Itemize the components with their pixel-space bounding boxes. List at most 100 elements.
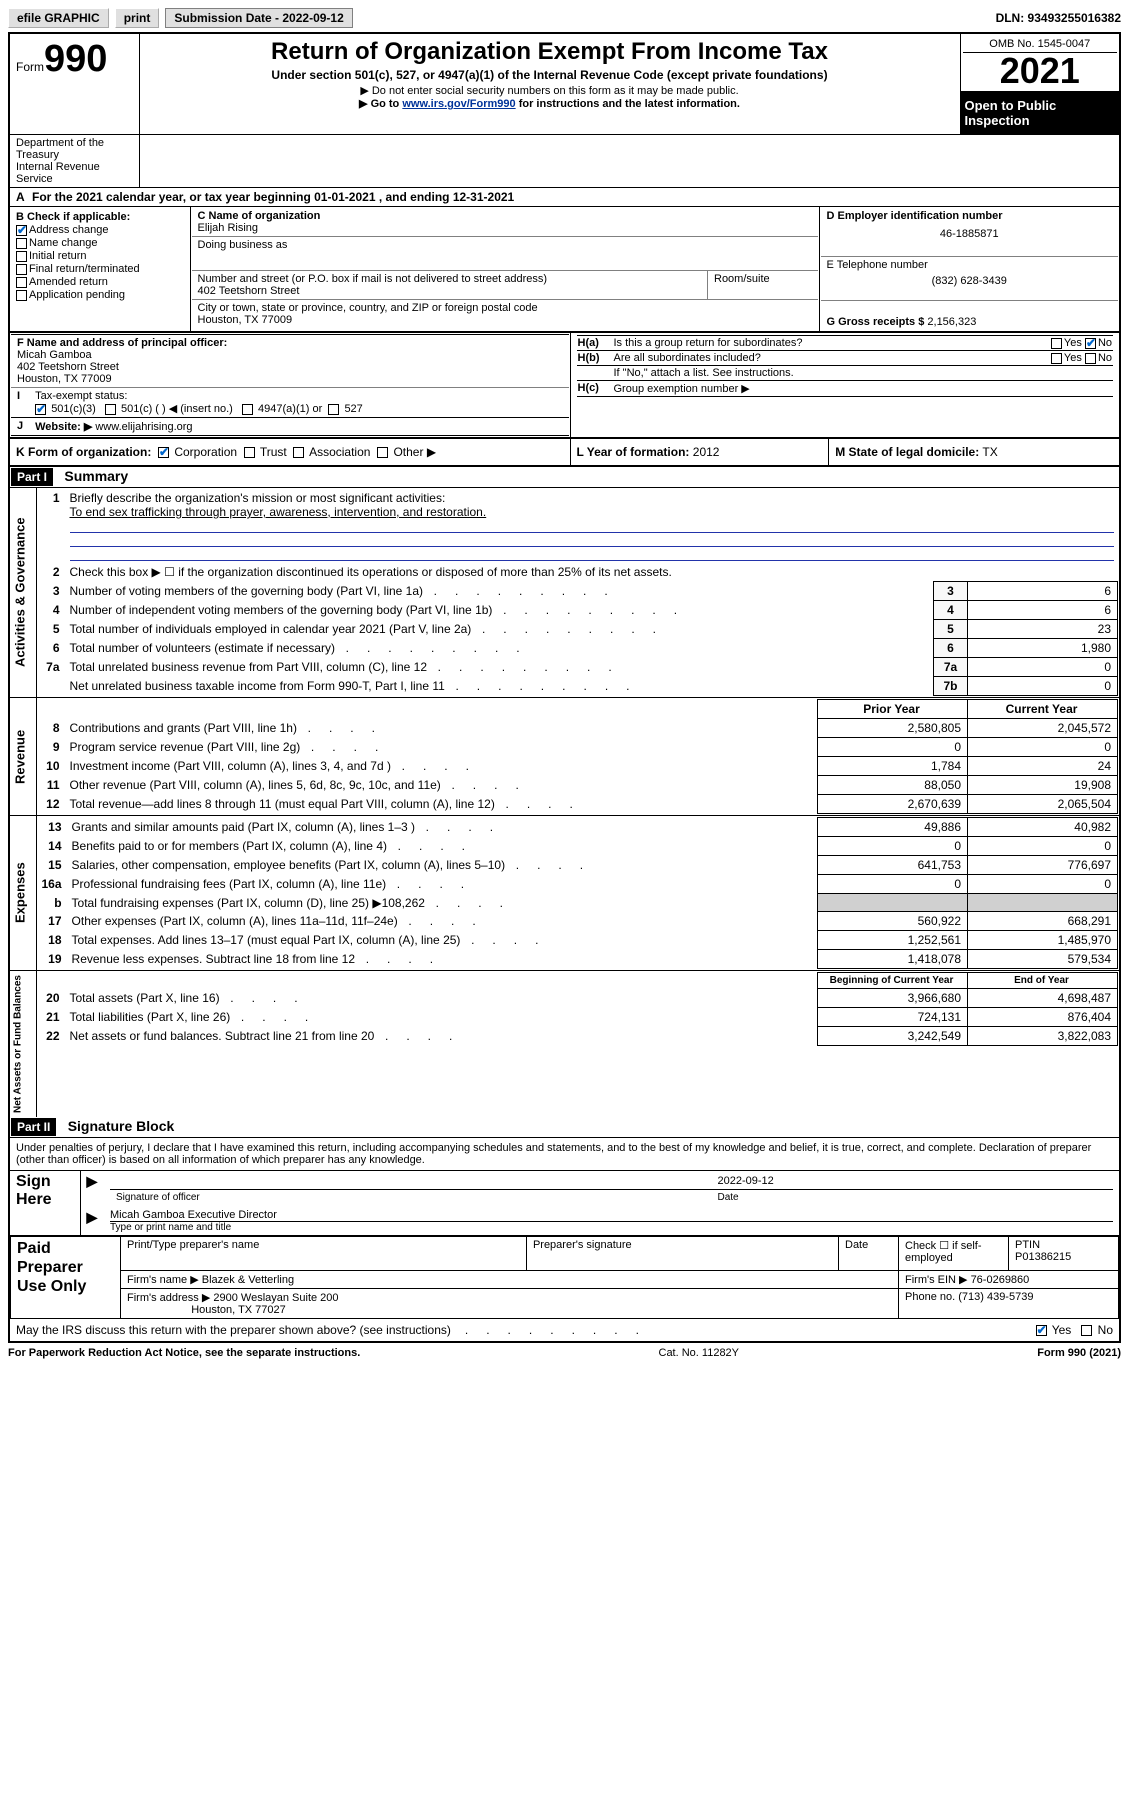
f-hdr: F Name and address of principal officer: <box>17 337 563 349</box>
hb-no[interactable] <box>1085 353 1096 364</box>
table-row: 7aTotal unrelated business revenue from … <box>38 658 1118 677</box>
dln: DLN: 93493255016382 <box>996 11 1121 25</box>
paid-preparer-label: Paid Preparer Use Only <box>11 1237 121 1319</box>
part2-title: Signature Block <box>60 1116 183 1136</box>
chk-corp[interactable] <box>158 447 169 458</box>
efile-label: efile GRAPHIC <box>8 8 109 28</box>
table-row: 10Investment income (Part VIII, column (… <box>38 757 1118 776</box>
table-row: 9Program service revenue (Part VIII, lin… <box>38 738 1118 757</box>
m-label: M State of legal domicile: <box>835 445 979 459</box>
table-row: 5Total number of individuals employed in… <box>38 620 1118 639</box>
table-row: bTotal fundraising expenses (Part IX, co… <box>38 894 1118 912</box>
table-row: 20Total assets (Part X, line 16)3,966,68… <box>38 989 1118 1008</box>
row-a-text: For the 2021 calendar year, or tax year … <box>32 190 514 204</box>
col-begin: Beginning of Current Year <box>818 973 968 989</box>
table-row: 18Total expenses. Add lines 13–17 (must … <box>38 931 1118 950</box>
chk-final-return[interactable]: Final return/terminated <box>16 263 184 275</box>
ha-text: Is this a group return for subordinates? <box>614 337 803 349</box>
org-name: Elijah Rising <box>198 222 812 234</box>
year-formation: 2012 <box>693 445 720 459</box>
phone-label: Phone no. <box>905 1291 955 1303</box>
table-row: 11Other revenue (Part VIII, column (A), … <box>38 776 1118 795</box>
sig-officer-label: Signature of officer <box>110 1190 712 1206</box>
irs-link[interactable]: www.irs.gov/Form990 <box>402 98 515 110</box>
form-label: Form <box>16 60 44 74</box>
hb-text: Are all subordinates included? <box>614 352 761 364</box>
table-row: 16aProfessional fundraising fees (Part I… <box>38 875 1118 894</box>
part1-title: Summary <box>56 466 136 486</box>
note-ssn: ▶ Do not enter social security numbers o… <box>150 84 950 97</box>
prep-phone: (713) 439-5739 <box>958 1291 1033 1303</box>
part2-hdr: Part II <box>11 1118 56 1136</box>
officer-name-title: Micah Gamboa Executive Director <box>110 1209 1113 1222</box>
table-row: 17Other expenses (Part IX, column (A), l… <box>38 912 1118 931</box>
city-hdr: City or town, state or province, country… <box>198 302 812 314</box>
chk-amended[interactable]: Amended return <box>16 276 184 288</box>
col-end: End of Year <box>968 973 1118 989</box>
chk-name-change[interactable]: Name change <box>16 237 184 249</box>
q1: Briefly describe the organization's miss… <box>70 491 446 505</box>
table-row: Net unrelated business taxable income fr… <box>38 677 1118 696</box>
form-title: Return of Organization Exempt From Incom… <box>150 38 950 66</box>
dept-treasury: Department of the Treasury Internal Reve… <box>9 135 139 188</box>
chk-527[interactable] <box>328 404 339 415</box>
chk-assoc[interactable] <box>293 447 304 458</box>
hb-yes[interactable] <box>1051 353 1062 364</box>
ha-no[interactable] <box>1085 338 1096 349</box>
prep-col4: Check ☐ if self-employed <box>899 1237 1009 1271</box>
chk-4947[interactable] <box>242 404 253 415</box>
mission: To end sex trafficking through prayer, a… <box>70 505 487 519</box>
table-row: 3Number of voting members of the governi… <box>38 582 1118 601</box>
chk-501c3[interactable] <box>35 404 46 415</box>
footer-right: Form 990 (2021) <box>1037 1347 1121 1359</box>
table-row: 21Total liabilities (Part X, line 26)724… <box>38 1008 1118 1027</box>
chk-501c[interactable] <box>105 404 116 415</box>
ha-yes[interactable] <box>1051 338 1062 349</box>
firm-addr1: 2900 Weslayan Suite 200 <box>213 1292 338 1304</box>
chk-address-change[interactable]: Address change <box>16 224 184 236</box>
chk-initial-return[interactable]: Initial return <box>16 250 184 262</box>
q2: Check this box ▶ ☐ if the organization d… <box>66 563 1118 582</box>
prep-col2: Preparer's signature <box>526 1237 838 1271</box>
top-bar: efile GRAPHIC print Submission Date - 20… <box>8 8 1121 28</box>
street-hdr: Number and street (or P.O. box if mail i… <box>198 273 702 285</box>
open-to-public: Open to Public Inspection <box>960 92 1120 135</box>
print-button[interactable]: print <box>115 8 160 28</box>
footer-left: For Paperwork Reduction Act Notice, see … <box>8 1347 360 1359</box>
date-label: Date <box>712 1190 1113 1206</box>
i-label: Tax-exempt status: <box>35 390 127 402</box>
state-domicile: TX <box>982 445 997 459</box>
sign-date: 2022-09-12 <box>712 1173 1113 1190</box>
ptin-label: PTIN <box>1015 1239 1040 1251</box>
firm-ein-label: Firm's EIN ▶ <box>905 1274 968 1286</box>
k-label: K Form of organization: <box>16 445 151 459</box>
firm-ein: 76-0269860 <box>971 1274 1030 1286</box>
sign-here: Sign Here <box>10 1171 80 1235</box>
gross-receipts: 2,156,323 <box>927 316 976 328</box>
penalty-text: Under penalties of perjury, I declare th… <box>9 1138 1120 1171</box>
street-val: 402 Teetshorn Street <box>198 285 702 297</box>
note-link: ▶ Go to www.irs.gov/Form990 for instruct… <box>150 97 950 110</box>
discuss-no[interactable] <box>1081 1325 1092 1336</box>
firm-name-label: Firm's name ▶ <box>127 1274 199 1286</box>
side-expenses: Expenses <box>10 816 36 970</box>
table-row: 22Net assets or fund balances. Subtract … <box>38 1027 1118 1046</box>
discuss-q: May the IRS discuss this return with the… <box>16 1323 451 1337</box>
g-gross-hdr: G Gross receipts $ <box>827 316 925 328</box>
officer-street: 402 Teetshorn Street <box>17 361 563 373</box>
website: www.elijahrising.org <box>95 421 192 433</box>
discuss-yes[interactable] <box>1036 1325 1047 1336</box>
col-current: Current Year <box>968 700 1118 719</box>
side-netassets: Net Assets or Fund Balances <box>10 971 36 1117</box>
chk-other[interactable] <box>377 447 388 458</box>
side-governance: Activities & Governance <box>10 488 36 697</box>
tax-year: 2021 <box>963 53 1118 89</box>
part1-hdr: Part I <box>11 468 53 486</box>
table-row: 19Revenue less expenses. Subtract line 1… <box>38 950 1118 969</box>
chk-trust[interactable] <box>244 447 255 458</box>
footer-mid: Cat. No. 11282Y <box>659 1347 740 1359</box>
form-number: 990 <box>44 38 107 80</box>
chk-application-pending[interactable]: Application pending <box>16 289 184 301</box>
dba-hdr: Doing business as <box>198 239 812 251</box>
form-subtitle: Under section 501(c), 527, or 4947(a)(1)… <box>150 68 950 82</box>
